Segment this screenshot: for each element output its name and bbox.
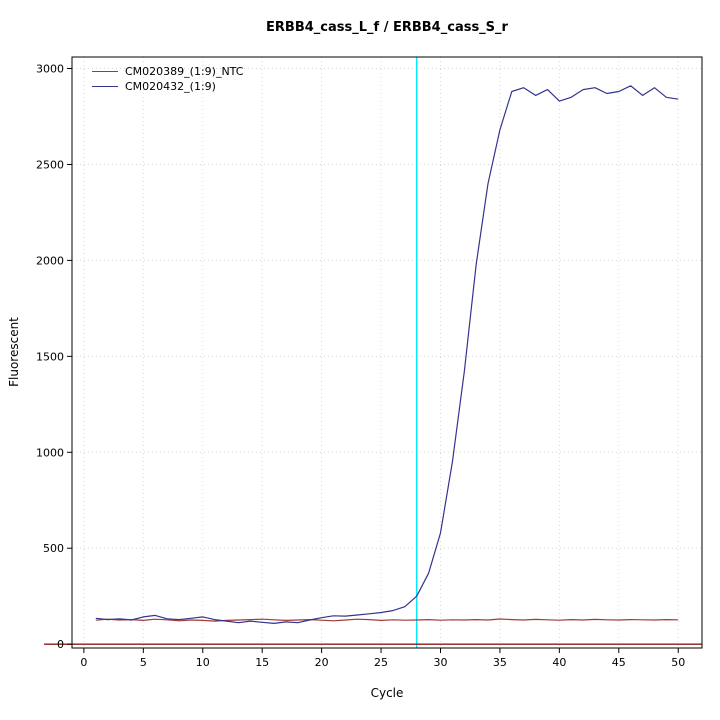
series-line-ntc [95, 618, 679, 622]
legend-item: CM020389_(1:9)_NTC [92, 64, 243, 79]
y-tick-label: 0 [57, 638, 64, 651]
x-tick-label: 50 [671, 656, 685, 669]
y-tick-label: 3000 [36, 63, 64, 76]
x-tick-label: 30 [433, 656, 447, 669]
x-tick-label: 35 [493, 656, 507, 669]
legend-label-sample: CM020432_(1:9) [125, 80, 216, 93]
legend-line-swatch-sample [92, 86, 118, 87]
legend: CM020389_(1:9)_NTC CM020432_(1:9) [92, 64, 243, 94]
x-tick-label: 45 [612, 656, 626, 669]
y-tick-label: 2500 [36, 158, 64, 171]
legend-line-swatch-ntc [92, 71, 118, 72]
chart-title: ERBB4_cass_L_f / ERBB4_cass_S_r [266, 20, 508, 35]
x-axis-title: Cycle [370, 686, 404, 700]
x-tick-label: 5 [140, 656, 147, 669]
y-tick-label: 2000 [36, 254, 64, 267]
y-tick-label: 500 [43, 542, 64, 555]
x-tick-label: 20 [315, 656, 329, 669]
plot-border [71, 56, 703, 649]
y-axis-title: Fluorescent [7, 317, 21, 387]
x-tick-label: 40 [552, 656, 566, 669]
x-tick-label: 10 [196, 656, 210, 669]
y-tick-label: 1000 [36, 446, 64, 459]
y-tick-label: 1500 [36, 350, 64, 363]
x-tick-label: 25 [374, 656, 388, 669]
x-tick-label: 15 [255, 656, 269, 669]
series-line-sample [95, 85, 679, 625]
x-tick-label: 0 [80, 656, 87, 669]
legend-item: CM020432_(1:9) [92, 79, 243, 94]
legend-label-ntc: CM020389_(1:9)_NTC [125, 65, 244, 78]
